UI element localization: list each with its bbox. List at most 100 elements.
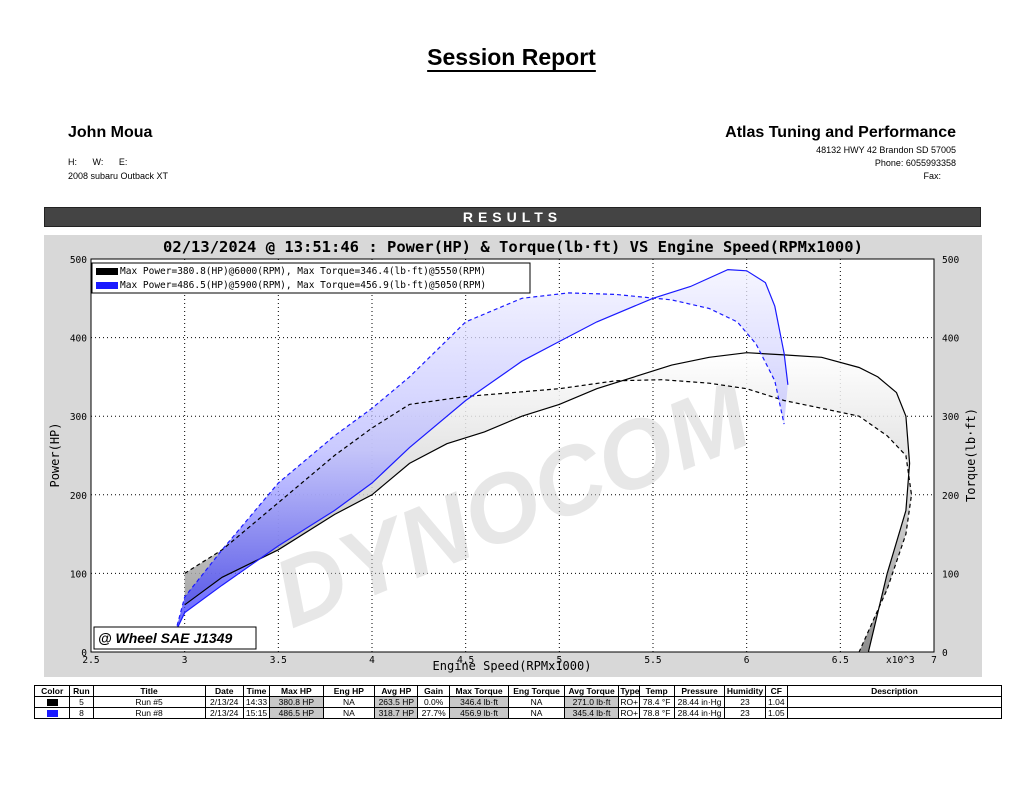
- report-title: Session Report: [427, 44, 596, 70]
- home-phone-label: H:: [68, 157, 77, 167]
- x-tick-label: 3: [182, 655, 188, 666]
- col-header: Avg Torque: [563, 685, 620, 697]
- x-tick-label: 7: [931, 655, 937, 666]
- x-tick-label: 5.5: [644, 655, 661, 666]
- legend-entry-run8: Max Power=486.5(HP)@5900(RPM), Max Torqu…: [120, 280, 486, 291]
- runs-table: Color Run Title Date Time Max HP Eng HP …: [33, 685, 1003, 719]
- time-cell: 14:33: [242, 696, 271, 708]
- x-tick-label: 3.5: [270, 655, 287, 666]
- x-axis-unit: x10^3: [886, 655, 915, 666]
- col-header: Color: [33, 685, 71, 697]
- eng-hp-cell: NA: [322, 707, 376, 719]
- color-cell: [33, 707, 71, 719]
- humidity-cell: 23: [724, 696, 766, 708]
- x-tick-label: 4.5: [457, 655, 474, 666]
- color-swatch: [46, 699, 58, 707]
- col-header: Eng Torque: [508, 685, 565, 697]
- title-cell: Run #8: [92, 707, 206, 719]
- col-header: Avg HP: [374, 685, 419, 697]
- date-cell: 2/13/24: [204, 696, 244, 708]
- run8-fill: [175, 269, 788, 633]
- stamp-text: @ Wheel SAE J1349: [98, 630, 232, 646]
- run5-torque-line: [184, 379, 913, 653]
- col-header: Title: [92, 685, 206, 697]
- y-axis-label: Power(HP): [48, 422, 62, 487]
- x-tick-label: 5: [556, 655, 562, 666]
- x-tick-label: 6: [744, 655, 750, 666]
- y-tick-label: 300: [70, 412, 87, 423]
- avg-torque-cell: 271.0 lb·ft: [563, 696, 620, 708]
- customer-name: John Moua: [68, 124, 153, 141]
- max-hp-cell: 486.5 HP: [269, 707, 324, 719]
- max-torque-cell: 456.9 lb·ft: [448, 707, 510, 719]
- avg-hp-cell: 318.7 HP: [374, 707, 419, 719]
- table-header-row: Color Run Title Date Time Max HP Eng HP …: [33, 685, 1003, 697]
- customer-vehicle: 2008 subaru Outback XT: [68, 171, 169, 181]
- max-torque-cell: 346.4 lb·ft: [448, 696, 510, 708]
- run8-power-line: [174, 268, 789, 633]
- y2-tick-label: 300: [942, 412, 959, 423]
- col-header: Run: [69, 685, 94, 697]
- legend-swatch-run8: [96, 282, 118, 289]
- cf-cell: 1.04: [764, 696, 788, 708]
- col-header: Humidity: [724, 685, 766, 697]
- eng-hp-cell: NA: [322, 696, 376, 708]
- col-header: Max HP: [269, 685, 324, 697]
- y-tick-label: 400: [70, 334, 87, 345]
- date-cell: 2/13/24: [204, 707, 244, 719]
- x-tick-label: 6.5: [832, 655, 849, 666]
- work-phone-label: W:: [92, 157, 104, 167]
- y-tick-label: 100: [70, 569, 87, 580]
- table-row[interactable]: 8 Run #8 2/13/24 15:15 486.5 HP NA 318.7…: [33, 707, 1003, 719]
- y-tick-label: 500: [70, 255, 87, 266]
- run8-torque-line: [174, 292, 785, 633]
- legend-swatch-run5: [96, 268, 118, 275]
- table-row[interactable]: 5 Run #5 2/13/24 14:33 380.8 HP NA 263.5…: [33, 696, 1003, 708]
- col-header: Max Torque: [448, 685, 510, 697]
- shop-phone: Phone: 6055993358: [874, 158, 956, 168]
- y2-tick-label: 100: [942, 569, 959, 580]
- type-cell: RO+: [618, 707, 640, 719]
- run-cell: 8: [69, 707, 94, 719]
- color-swatch: [46, 710, 58, 718]
- shop-fax: Fax:: [923, 171, 941, 181]
- eng-torque-cell: NA: [508, 707, 565, 719]
- color-cell: [33, 696, 71, 708]
- x-axis-label: Engine Speed(RPMx1000): [433, 659, 592, 673]
- run-cell: 5: [69, 696, 94, 708]
- description-cell: [786, 707, 1003, 719]
- max-hp-cell: 380.8 HP: [269, 696, 324, 708]
- stamp-box: [93, 626, 257, 650]
- chart-title: 02/13/2024 @ 13:51:46 : Power(HP) & Torq…: [163, 238, 863, 256]
- email-label: E:: [118, 157, 128, 167]
- temp-cell: 78.8 °F: [638, 707, 675, 719]
- y-tick-label: 200: [70, 491, 87, 502]
- legend-entry-run5: Max Power=380.8(HP)@6000(RPM), Max Torqu…: [120, 266, 486, 277]
- gain-cell: 27.7%: [417, 707, 450, 719]
- legend: Max Power=380.8(HP)@6000(RPM), Max Torqu…: [91, 262, 531, 294]
- y2-tick-label: 500: [942, 255, 959, 266]
- col-header: Description: [786, 685, 1003, 697]
- temp-cell: 78.4 °F: [638, 696, 675, 708]
- x-tick-label: 4: [369, 655, 375, 666]
- description-cell: [786, 696, 1003, 708]
- curves: [174, 268, 913, 653]
- avg-torque-cell: 345.4 lb·ft: [563, 707, 620, 719]
- y-tick-label: 0: [81, 648, 87, 659]
- col-header: Type: [618, 685, 640, 697]
- pressure-cell: 28.44 in·Hg: [673, 696, 726, 708]
- y2-tick-label: 400: [942, 334, 959, 345]
- legend-box: [91, 262, 531, 294]
- col-header: Eng HP: [322, 685, 376, 697]
- shop-name: Atlas Tuning and Performance: [725, 124, 956, 141]
- y2-axis-label: Torque(lb·ft): [964, 408, 978, 502]
- dyno-chart: 02/13/2024 @ 13:51:46 : Power(HP) & Torq…: [44, 235, 982, 677]
- col-header: Gain: [417, 685, 450, 697]
- results-bar: RESULTS: [44, 207, 981, 227]
- shop-address: 48132 HWY 42 Brandon SD 57005: [816, 145, 956, 155]
- curve-fills: [175, 269, 912, 652]
- customer-contact: H: W: E:: [68, 157, 140, 167]
- y2-tick-label: 200: [942, 491, 959, 502]
- col-header: Date: [204, 685, 244, 697]
